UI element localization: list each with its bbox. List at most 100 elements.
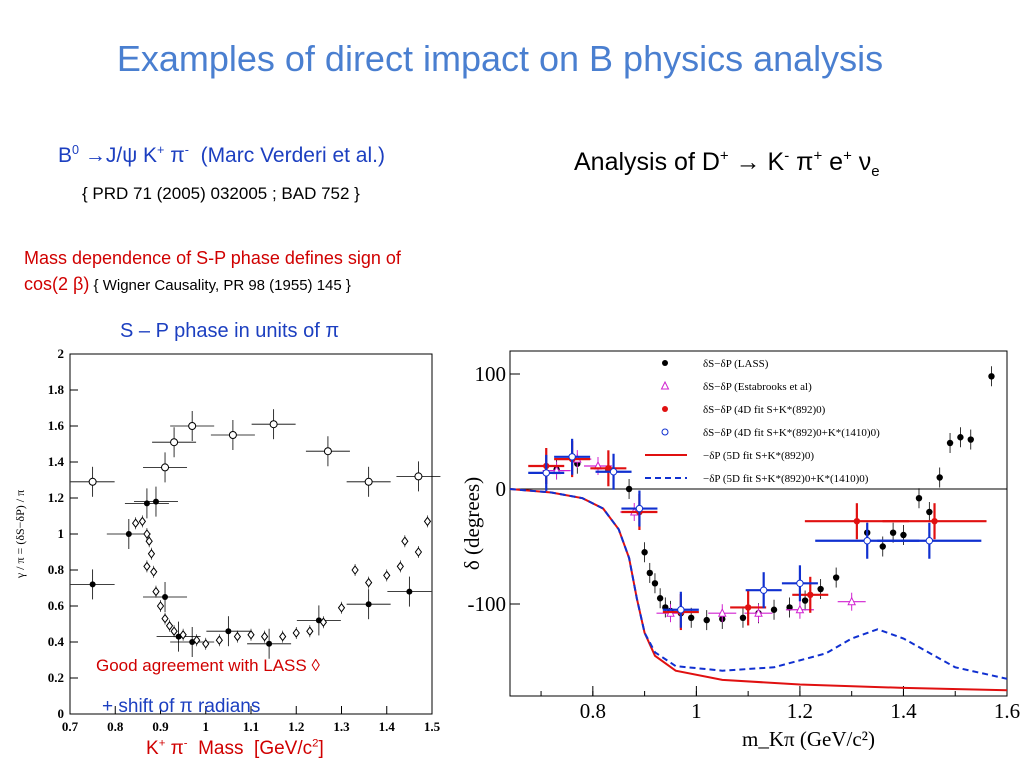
analysis-heading: Analysis of D+ → K- π+ e+ νe [574,147,880,180]
left-point-open-diamond [423,516,432,527]
right-fit-point [931,518,938,525]
left-point-open-diamond [279,631,287,642]
left-point-open-diamond [292,628,300,638]
right-legend-label: −δP (5D fit S+K*(892)0+K*(1410)0) [703,473,869,485]
right-legend-label: δS−δP (4D fit S+K*(892)0+K*(1410)0) [703,427,880,439]
left-point-filled-circle [125,531,132,537]
left-point-open-diamond [306,626,314,637]
mass-note-cos: cos(2 β) [24,274,90,294]
left-point-open-diamond [247,629,255,640]
left-y-tick-label: 0.2 [48,670,64,685]
left-point-filled-circle [365,601,372,608]
left-point-filled-circle [406,588,413,595]
left-point-open-diamond [161,613,169,624]
left-point-open-diamond [143,561,151,572]
ref-k-sup: + [157,143,165,157]
left-point-open-circle [269,420,278,429]
left-point-open-diamond [319,617,328,628]
ref-arrow: →J/ψ K [79,144,158,167]
left-point-open-diamond [401,536,409,547]
right-fit-point [925,537,934,545]
left-point-open-diamond [138,516,147,527]
left-point-open-diamond [150,566,158,577]
left-phase-chart: 0.7 0.8 0.9 1 1.1 1.2 1.3 1.4 1.5 0 0.2 0.4 0.6 0.8 1 1… [13,346,441,734]
right-x-tick-label: 1 [691,699,702,723]
right-lass-point [915,495,923,502]
left-point-open-diamond [233,631,242,642]
right-fit-point [568,453,576,461]
right-lass-point [687,614,695,621]
xl-k: K [146,738,159,759]
left-point-open-circle [170,438,179,447]
left-y-tick-label: 0.6 [48,598,65,613]
decay-reference: B0 →J/ψ K+ π- (Marc Verderi et al.) [58,144,385,168]
right-lass-point [946,439,954,447]
ref-pi-sup: - [184,143,189,157]
left-point-open-diamond [131,518,140,529]
left-x-axis-title: K+ π- Mass [GeV/c2] [146,738,324,760]
mass-note-citation: { Wigner Causality, PR 98 (1955) 145 } [89,277,351,294]
left-point-open-diamond [414,547,423,557]
right-x-tick-label: 0.8 [580,699,606,723]
left-point-open-diamond [179,629,187,640]
right-x-tick-label: 1.6 [994,699,1020,723]
right-fit-point [605,465,612,472]
right-lass-point [879,543,886,550]
right-lass-point [625,485,633,493]
right-lass-point [988,373,995,380]
left-point-open-circle [228,431,237,439]
left-point-open-circle [88,477,97,486]
right-legend-label: δS−δP (LASS) [703,358,769,370]
right-lass-point [641,549,648,556]
left-point-open-diamond [156,601,165,611]
right-fit-point [744,604,752,611]
analysis-nu-sub: e [871,163,880,180]
left-y-tick-label: 0.8 [48,562,65,577]
analysis-t5: ν [851,148,872,176]
left-point-filled-circle [152,498,159,505]
analysis-t2: → K [728,148,785,176]
right-y-axis-title: δ (degrees) [460,477,484,570]
sp-phase-label: S – P phase in units of π [120,320,340,342]
left-point-open-circle [323,447,332,456]
left-point-open-diamond [337,602,346,613]
right-legend-label: −δP (5D fit S+K*(892)0) [703,450,814,462]
left-point-open-diamond [365,577,373,588]
left-point-filled-circle [266,640,273,647]
right-y-tick-label: -100 [468,592,507,616]
right-x-tick-label: 1.2 [787,699,813,723]
xl-pi-sup: - [183,737,188,750]
left-point-open-circle [188,422,197,430]
right-legend-marker [661,428,669,436]
right-legend-marker [662,406,668,412]
right-fit-point [635,504,644,513]
right-y-tick-label: 100 [475,362,507,386]
xl-pi: π [165,738,184,759]
left-point-open-diamond [215,635,223,646]
left-y-tick-label: 0 [58,706,65,721]
right-lass-point [786,604,793,611]
left-y-tick-label: 1.8 [48,382,65,397]
left-x-tick-label: 1.3 [333,719,350,734]
left-point-open-circle [414,472,423,481]
mass-note-line1: Mass dependence of S-P phase defines sig… [24,248,401,268]
left-point-open-diamond [170,626,178,637]
left-x-tick-label: 1.2 [288,719,304,734]
right-lass-point [832,574,840,581]
left-point-open-circle [364,477,373,486]
left-point-open-diamond [152,586,160,597]
shift-note: + shift of π radians [102,696,261,717]
right-lass-point [656,595,664,602]
left-y-axis-title: γ / π = (δS−δP) / π [13,490,27,579]
left-x-tick-label: 1.1 [243,719,259,734]
left-x-tick-label: 1.4 [379,719,396,734]
right-curve-dashed [509,488,1008,680]
left-point-open-circle [161,463,170,472]
analysis-pi-sup: + [813,147,823,165]
left-y-tick-label: 1.6 [48,418,65,433]
right-lass-point [967,436,974,443]
left-x-tick-label: 1 [203,719,210,734]
left-y-tick-label: 0.4 [48,634,65,649]
left-point-open-diamond [396,561,404,572]
right-lass-point [739,614,747,621]
